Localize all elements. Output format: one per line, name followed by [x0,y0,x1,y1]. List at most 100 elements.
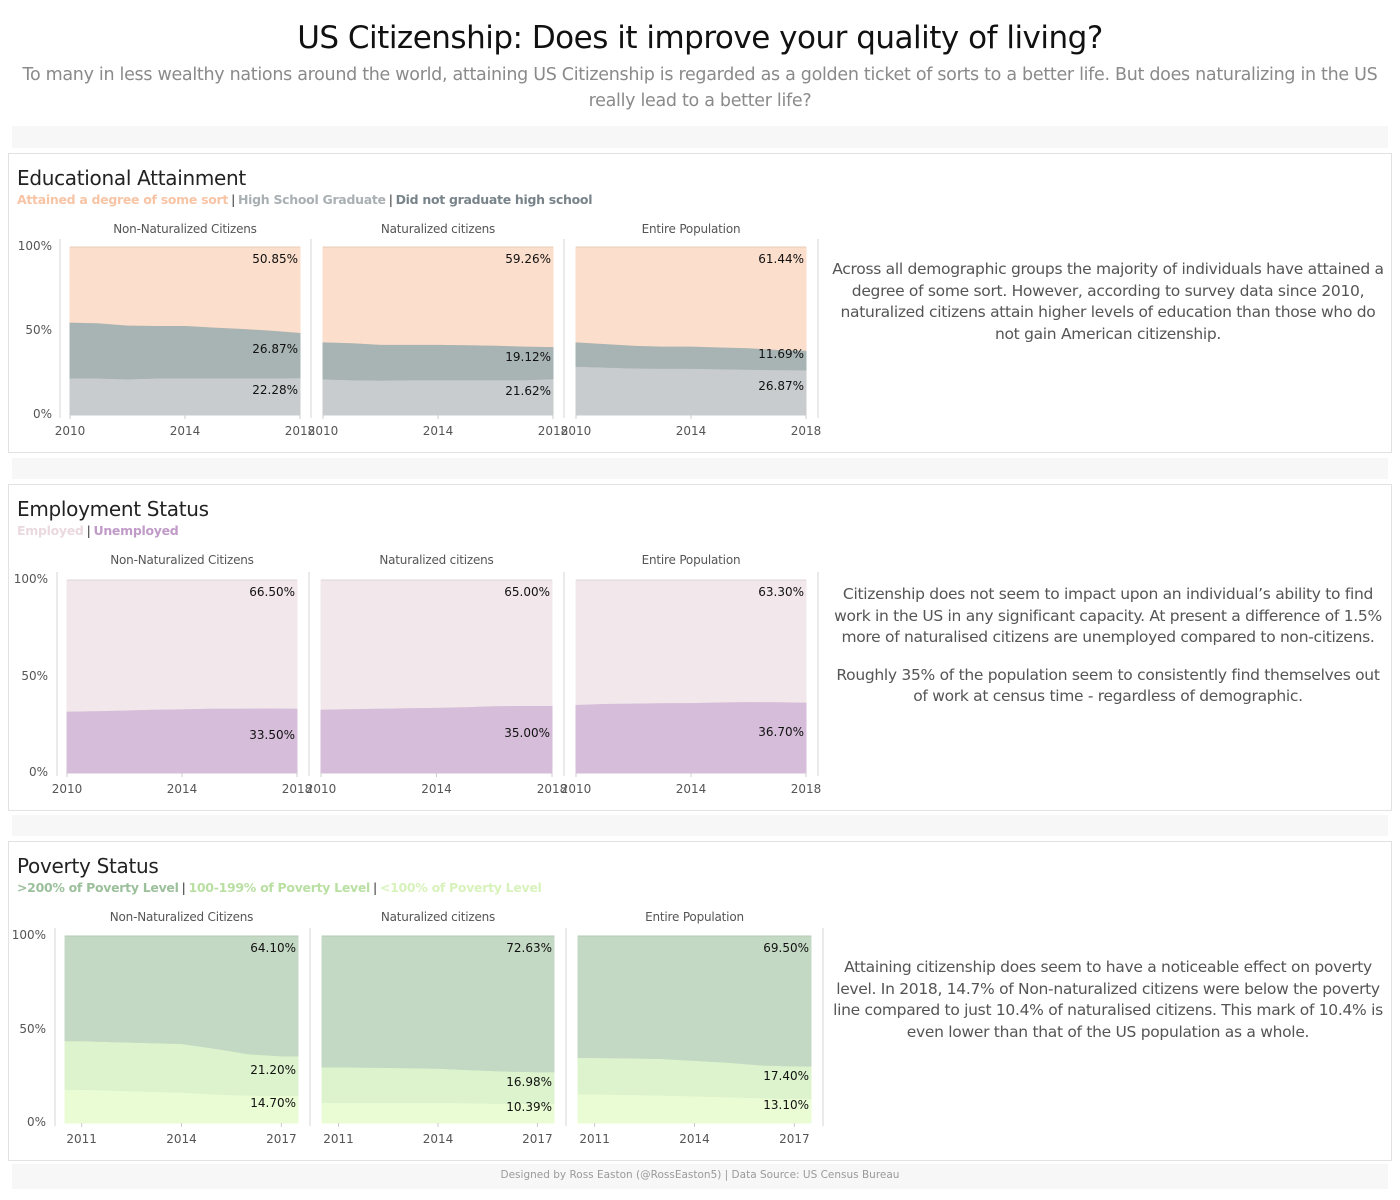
y-tick-label: 50% [25,323,52,337]
employment-legend: Employed | Unemployed [17,523,179,538]
data-label: 22.28% [252,383,298,398]
spacer-band [12,815,1388,836]
x-tick-label: 2014 [679,1132,710,1146]
data-label: 21.62% [505,383,551,398]
legend-item[interactable]: Unemployed [93,523,179,538]
y-tick-label: 100% [11,928,46,942]
x-tick-label: 2010 [305,782,337,796]
legend-separator: | [388,192,393,207]
data-label: 36.70% [758,724,804,739]
data-label: 63.30% [758,585,804,599]
x-tick-label: 2017 [779,1132,810,1146]
narrative-paragraph: Attaining citizenship does seem to have … [833,958,1383,1041]
panel-title: Entire Population [641,222,741,236]
legend-item[interactable]: Did not graduate high school [395,192,593,207]
spacer-band [12,126,1388,148]
data-label: 61.44% [758,252,804,266]
panel-title: Naturalized citizens [379,553,494,567]
data-label: 26.87% [252,341,298,356]
x-tick-label: 2010 [307,424,339,438]
x-tick-label: 2014 [421,782,452,796]
narrative-paragraph: Across all demographic groups the majori… [832,260,1384,343]
data-label: 14.70% [250,1096,296,1111]
employment-narrative: Citizenship does not seem to impact upon… [828,584,1388,724]
legend-separator: | [86,523,91,538]
x-tick-label: 2014 [675,782,707,796]
data-label: 10.39% [506,1100,552,1115]
data-label: 66.50% [249,585,295,599]
narrative-paragraph: Roughly 35% of the population seem to co… [836,665,1380,706]
panel-title: Entire Population [645,910,744,924]
spacer-band [12,458,1388,479]
y-tick-label: 100% [13,572,48,586]
legend-separator: | [373,880,377,895]
panel-title: Naturalized citizens [380,910,496,924]
x-tick-label: 2010 [51,782,83,796]
x-tick-label: 2011 [579,1132,610,1146]
x-tick-label: 2014 [675,424,707,438]
x-tick-label: 2010 [560,424,592,438]
poverty-legend: >200% of Poverty Level | 100-199% of Pover… [17,880,542,895]
x-tick-label: 2018 [537,424,569,438]
legend-item[interactable]: Attained a degree of some sort [17,192,229,207]
x-tick-label: 2018 [790,424,822,438]
y-tick-label: 0% [32,407,52,421]
data-label: 19.12% [505,349,551,364]
panel-title: Naturalized citizens [380,222,496,236]
data-label: 26.87% [758,379,804,394]
panel-title: Entire Population [641,553,741,567]
x-tick-label: 2018 [281,782,313,796]
x-tick-label: 2017 [522,1132,553,1146]
education-narrative: Across all demographic groups the majori… [828,259,1388,361]
panel-title: Non-Naturalized Citizens [110,553,254,567]
poverty-title: Poverty Status [17,854,159,878]
data-label: 17.40% [763,1069,809,1084]
footer-band [12,1164,1388,1189]
x-tick-label: 2018 [536,782,568,796]
employment-title: Employment Status [17,497,209,521]
x-tick-label: 2014 [422,424,454,438]
data-label: 72.63% [506,941,552,955]
data-label: 50.85% [252,252,298,266]
x-tick-label: 2014 [166,782,198,796]
data-label: 11.69% [758,347,804,362]
y-tick-label: 50% [19,1021,46,1036]
panel-title: Non-Naturalized Citizens [109,910,254,924]
legend-item[interactable]: >200% of Poverty Level [17,880,179,895]
data-label: 65.00% [504,585,550,599]
data-label: 33.50% [249,727,295,742]
x-tick-label: 2010 [560,782,592,796]
data-label: 64.10% [250,941,296,955]
legend-separator: | [181,880,186,895]
y-tick-label: 100% [17,239,52,253]
x-tick-label: 2011 [66,1132,97,1146]
legend-item[interactable]: <100% of Poverty Level [379,880,542,895]
y-tick-label: 0% [28,765,48,779]
data-label: 21.20% [250,1062,296,1077]
dashboard-subtitle: To many in less wealthy nations around t… [22,65,1378,111]
x-tick-label: 2011 [323,1132,354,1146]
footer-credits: Designed by Ross Easton (@RossEaston5) |… [500,1169,900,1181]
education-title: Educational Attainment [17,166,246,190]
poverty-narrative: Attaining citizenship does seem to have … [828,957,1388,1059]
legend-item[interactable]: High School Graduate [238,192,386,207]
data-label: 69.50% [763,941,809,955]
x-tick-label: 2017 [266,1132,297,1146]
y-tick-label: 50% [21,668,48,683]
legend-item[interactable]: Employed [17,523,84,538]
x-tick-label: 2014 [422,1132,454,1146]
y-tick-label: 0% [26,1115,46,1129]
x-tick-label: 2010 [54,424,86,438]
x-tick-label: 2014 [169,424,201,438]
panel-title: Non-Naturalized Citizens [113,222,257,236]
legend-separator: | [231,192,236,207]
legend-item[interactable]: 100-199% of Poverty Level [188,880,371,895]
data-label: 16.98% [506,1074,552,1089]
narrative-paragraph: Citizenship does not seem to impact upon… [834,585,1382,646]
data-label: 13.10% [763,1097,809,1112]
education-legend: Attained a degree of some sort | High Scho… [17,192,593,207]
x-tick-label: 2018 [284,424,316,438]
dashboard-title: US Citizenship: Does it improve your qua… [297,20,1103,56]
data-label: 59.26% [505,252,551,266]
data-label: 35.00% [504,726,550,741]
